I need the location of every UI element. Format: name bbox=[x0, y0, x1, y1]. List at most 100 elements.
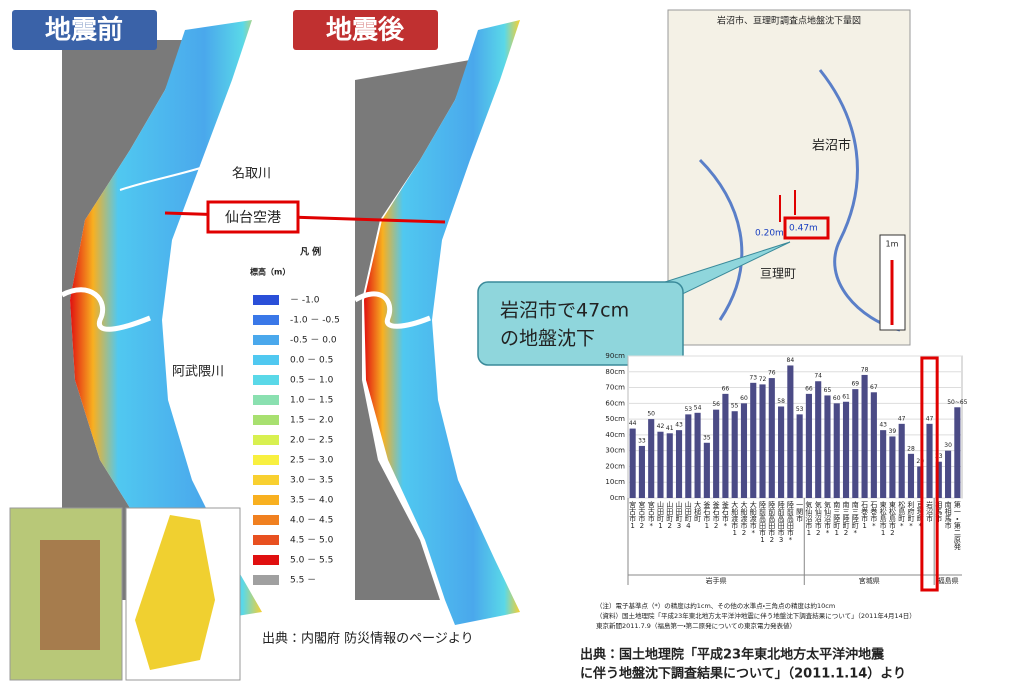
river bbox=[119, 164, 211, 191]
x-tick-label: 利府町* bbox=[907, 500, 915, 530]
legend-label: 4.0 － 4.5 bbox=[290, 516, 333, 526]
value-label: 60 bbox=[833, 395, 841, 402]
x-tick-label: 陸前高田市3 bbox=[777, 500, 785, 544]
bar bbox=[945, 450, 952, 498]
value-label: 67 bbox=[870, 384, 878, 391]
bar bbox=[638, 445, 645, 498]
legend-label: 5.0 － 5.5 bbox=[290, 556, 333, 566]
legend-label: 2.5 － 3.0 bbox=[290, 456, 334, 466]
map-gray bbox=[62, 40, 185, 600]
x-tick-label: 陸前高田市* bbox=[786, 500, 794, 544]
x-tick-label: 石巻市* bbox=[870, 501, 878, 530]
x-tick-label: 宮古市2 bbox=[638, 500, 646, 530]
label-box bbox=[206, 200, 300, 234]
value-label: 72 bbox=[759, 376, 767, 383]
value-label: 41 bbox=[666, 425, 674, 432]
legend-label: 3.5 － 4.0 bbox=[290, 496, 334, 506]
legend-label: 0.0 － 0.5 bbox=[290, 356, 333, 366]
group-label: 福島県 bbox=[938, 576, 959, 585]
group-label: 宮城県 bbox=[859, 576, 880, 585]
after-label: 地震後 bbox=[326, 15, 405, 46]
bar bbox=[722, 393, 729, 498]
x-tick-label: 山田町2 bbox=[666, 501, 674, 530]
x-tick-label: 陸前高田市1 bbox=[759, 500, 767, 544]
x-tick-label: 岩沼市 bbox=[926, 500, 934, 523]
map-city: 岩沼市 bbox=[812, 139, 851, 154]
value-label: 76 bbox=[768, 370, 776, 377]
x-tick-label: 松島町* bbox=[898, 500, 906, 530]
small-map-region bbox=[40, 540, 100, 650]
legend-label: 4.5 － 5.0 bbox=[290, 536, 334, 546]
bar bbox=[703, 442, 710, 498]
legend-label: 3.0 － 3.5 bbox=[290, 476, 333, 486]
group-label: 岩手県 bbox=[706, 576, 727, 585]
callout-text: 岩沼市で47cm bbox=[500, 300, 629, 322]
x-tick-label: 陸前高田市2 bbox=[768, 500, 776, 544]
bar bbox=[870, 392, 877, 498]
value-label: 47 bbox=[926, 415, 934, 422]
bar bbox=[833, 403, 840, 498]
map-value: 0.47m bbox=[789, 224, 818, 234]
value-label: 33 bbox=[638, 437, 646, 444]
value-label: 55 bbox=[731, 403, 739, 410]
x-tick-label: 南三陸町* bbox=[851, 500, 859, 537]
map-river bbox=[818, 69, 901, 332]
y-tick-label: 30cm bbox=[605, 447, 625, 455]
x-tick-label: 大槌町 bbox=[694, 500, 702, 522]
value-label: 66 bbox=[805, 385, 813, 392]
bar bbox=[805, 393, 812, 498]
value-label: 73 bbox=[749, 374, 757, 381]
callout bbox=[477, 281, 684, 366]
airport-label: 仙台空港 bbox=[225, 210, 281, 226]
x-tick-label: 南三陸町2 bbox=[842, 500, 850, 537]
value-label: 43 bbox=[675, 422, 683, 429]
source-right: 出典：国土地理院「平成23年東北地方太平洋沖地震 bbox=[580, 647, 885, 663]
y-tick-label: 40cm bbox=[605, 431, 625, 439]
x-tick-label: 山田町1 bbox=[656, 501, 664, 530]
value-label: 78 bbox=[861, 366, 869, 373]
value-label: 65 bbox=[824, 387, 832, 394]
legend-swatch bbox=[253, 535, 279, 545]
legend-label: -1.0 － -0.5 bbox=[290, 316, 340, 326]
bar bbox=[815, 381, 822, 498]
x-tick-label: 大船渡市* bbox=[749, 500, 757, 537]
value-label: 43 bbox=[879, 422, 887, 429]
bar bbox=[759, 384, 766, 498]
x-tick-label: 南三陸町1 bbox=[833, 500, 841, 537]
legend-label: 1.0 － 1.5 bbox=[290, 396, 333, 406]
legend-label: -0.5 － 0.0 bbox=[290, 336, 337, 346]
legend: 凡 例 標高（m） － -1.0 -1.0 － -0.5 -0.5 － 0.0 0.0… bbox=[250, 246, 340, 586]
map-highlight bbox=[783, 216, 830, 240]
value-label: 50~65 bbox=[947, 399, 967, 406]
x-tick-label: 気仙沼市* bbox=[823, 500, 831, 537]
value-label: 61 bbox=[842, 393, 850, 400]
value-label: 47 bbox=[898, 415, 906, 422]
y-tick-label: 10cm bbox=[605, 478, 625, 486]
note: （資料）国土地理院「平成23年東北地方太平洋沖地震に伴う地盤沈下調査結果について… bbox=[596, 611, 916, 620]
note: （注）電子基準点（*）の精度は約1cm、その他の水準点・三角点の精度は約10cm bbox=[596, 601, 835, 610]
x-tick-label: 気仙沼市1 bbox=[805, 500, 813, 537]
value-label: 28 bbox=[907, 445, 915, 452]
x-tick-label: 石巻市1 bbox=[861, 501, 869, 530]
legend-swatch bbox=[253, 395, 279, 405]
value-label: 84 bbox=[787, 357, 795, 364]
bar bbox=[917, 466, 924, 498]
value-label: 53 bbox=[684, 406, 692, 413]
value-label: 50 bbox=[647, 411, 655, 418]
bar bbox=[629, 428, 636, 498]
value-label: 69 bbox=[851, 381, 859, 388]
y-tick-label: 20cm bbox=[605, 462, 625, 470]
bar bbox=[778, 406, 785, 498]
map-before bbox=[70, 20, 262, 625]
x-tick-label: 亘理町* bbox=[916, 501, 924, 530]
value-label: 74 bbox=[814, 373, 822, 380]
bar bbox=[861, 374, 868, 498]
plot-area bbox=[627, 355, 963, 499]
legend-label: 2.0 － 2.5 bbox=[290, 436, 333, 446]
value-label: 54 bbox=[694, 404, 702, 411]
label-box bbox=[12, 10, 157, 50]
legend-label: － -1.0 bbox=[290, 296, 320, 306]
bar bbox=[694, 412, 701, 498]
map-river bbox=[698, 158, 744, 321]
map-city: 亘理町 bbox=[760, 267, 796, 281]
